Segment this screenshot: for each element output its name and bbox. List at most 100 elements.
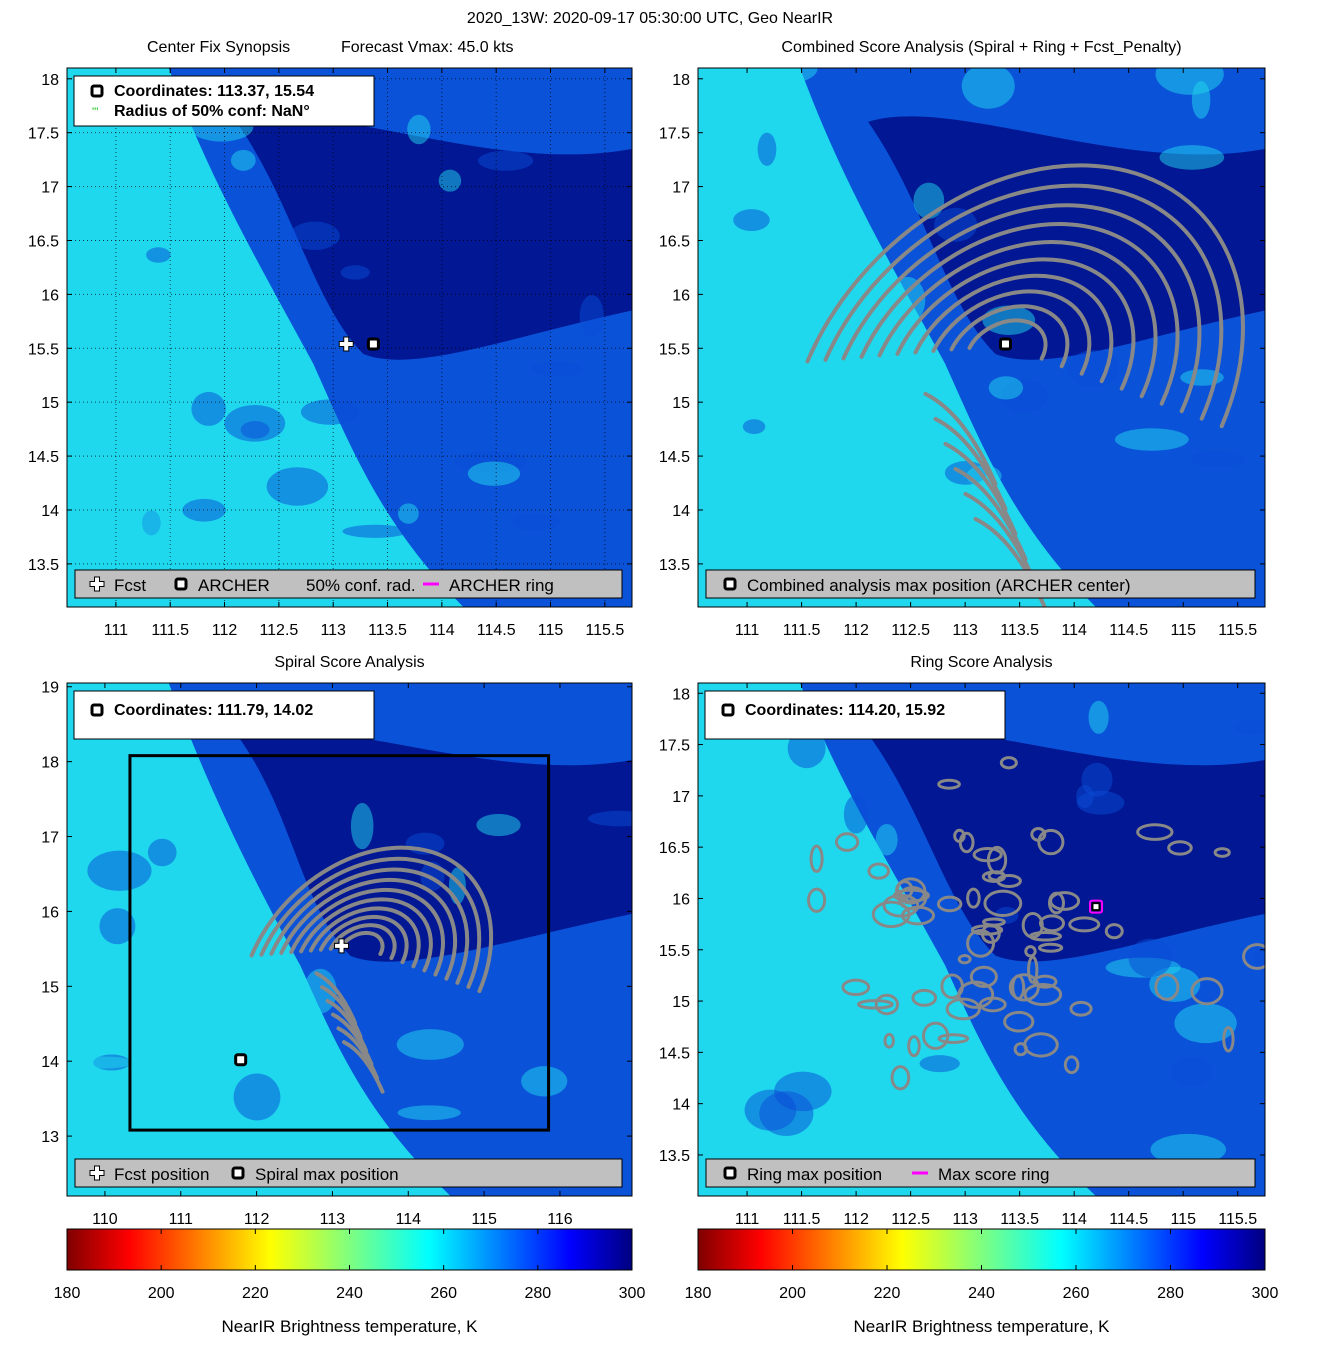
legend-box	[74, 569, 623, 599]
cloud-cell	[467, 461, 521, 486]
score-contour	[809, 844, 824, 873]
cloud-cell	[477, 150, 534, 171]
cloud-cell	[1170, 1057, 1212, 1087]
cloud-cell	[396, 1029, 464, 1060]
cloud-cell	[842, 1049, 886, 1077]
cloud-cell	[137, 147, 181, 186]
y-tick-label: 18	[672, 686, 690, 703]
cloud-cell	[1114, 428, 1189, 451]
imagery	[67, 68, 632, 607]
colorbar-tick-label: 220	[874, 1285, 901, 1302]
score-contour	[318, 914, 409, 965]
figure-title: 2020_13W: 2020-09-17 05:30:00 UTC, Geo N…	[467, 10, 833, 27]
score-contours	[249, 845, 494, 1094]
score-contour	[1154, 973, 1180, 1001]
y-tick-label: 16	[41, 904, 59, 921]
x-tick-label: 113	[952, 1211, 978, 1228]
panel-title: Combined Score Analysis (Spiral + Ring +…	[781, 39, 1181, 56]
score-contour	[982, 917, 1006, 927]
cloud-cell	[889, 276, 926, 324]
info-line: Coordinates: 114.20, 15.92	[745, 702, 945, 719]
x-tick-label: 115.5	[1218, 1211, 1257, 1228]
y-tick-label: 15	[672, 994, 690, 1011]
legend-label: 50% conf. rad.	[306, 576, 416, 595]
score-contour	[945, 997, 981, 1021]
y-tick-label: 17	[41, 180, 59, 197]
x-tick-label: 111	[104, 622, 128, 639]
cloud-cell	[233, 1073, 281, 1121]
cloud-cell	[698, 300, 734, 340]
cloud-cell	[147, 441, 172, 490]
y-tick-label: 14	[41, 1054, 59, 1071]
x-tick-label: 113.5	[368, 622, 407, 639]
imagery	[698, 68, 1265, 607]
legend-label: Ring max position	[747, 1165, 882, 1184]
y-tick-label: 15.5	[659, 943, 690, 960]
score-contour	[1136, 823, 1174, 841]
y-tick-label: 15.5	[28, 341, 59, 358]
y-tick-label: 16	[672, 891, 690, 908]
x-tick-label: 111	[735, 622, 759, 639]
panel-title: Ring Score Analysis	[910, 654, 1052, 671]
score-contour	[966, 887, 981, 909]
x-tick-label: 115	[1170, 622, 1196, 639]
score-contour	[874, 993, 900, 1016]
x-tick-label: 110	[92, 1211, 118, 1228]
cloud-cell	[748, 68, 818, 85]
cloud-cell	[407, 114, 431, 145]
x-tick-label: 114	[1061, 622, 1087, 639]
score-contour	[967, 318, 1048, 361]
score-contour	[936, 895, 963, 913]
score-contour	[807, 887, 827, 913]
score-contour	[279, 877, 458, 981]
colorbar-tick-label: 240	[968, 1285, 995, 1302]
panels: Center Fix Synopsis Forecast Vmax: 45.0 k…	[28, 39, 1266, 1228]
colorbar-1: 180 200 220 240 260 280 300 NearIR Brightness t…	[54, 1228, 646, 1336]
y-tick-label: 16.5	[659, 233, 690, 250]
legend-icon	[89, 576, 105, 592]
y-tick-label: 14	[672, 503, 690, 520]
cloud-cell	[191, 391, 226, 426]
cloud-cell	[182, 894, 254, 928]
score-contour	[937, 778, 961, 790]
cloud-cell	[1191, 450, 1246, 467]
cloud-cell	[1128, 938, 1173, 978]
y-tick-label: 16	[41, 287, 59, 304]
score-contour	[1037, 828, 1065, 856]
score-contour	[1003, 1010, 1035, 1033]
score-contour	[841, 203, 1202, 414]
info-icon: '''	[92, 106, 98, 118]
cloud-cell	[397, 1105, 461, 1121]
cloud-cell	[224, 404, 286, 442]
colorbar-tick-label: 180	[685, 1285, 712, 1302]
y-tick-label: 15	[41, 979, 59, 996]
colorbars: 180 200 220 240 260 280 300 NearIR Brightness t…	[54, 1228, 1278, 1336]
axes-frame	[66, 67, 633, 608]
cloud-cell	[110, 1016, 132, 1035]
x-tick-label: 114.5	[1109, 1211, 1148, 1228]
cloud-cell	[67, 1056, 135, 1069]
marker-square	[366, 337, 380, 351]
panel-title-right: Forecast Vmax: 45.0 kts	[341, 39, 514, 56]
score-contour	[931, 289, 1092, 376]
x-tick-label: 111	[735, 1211, 759, 1228]
info-icon	[90, 703, 104, 717]
cloud-cell	[187, 1026, 259, 1051]
score-contour	[966, 928, 996, 958]
y-tick-label: 13	[41, 1129, 59, 1146]
score-contour	[341, 1040, 385, 1094]
x-tick-label: 116	[547, 1211, 573, 1228]
cloud-cell	[1235, 719, 1265, 735]
colorbar-tick-label: 300	[619, 1285, 646, 1302]
score-contour	[1068, 916, 1101, 933]
score-contour	[943, 441, 1018, 536]
x-tick-label: 112	[212, 622, 238, 639]
cloud-cell	[1088, 700, 1109, 734]
cloud-cell	[934, 207, 978, 242]
score-contour	[259, 856, 482, 989]
y-tick-label: 18	[41, 72, 59, 89]
cloud-cell	[87, 850, 152, 891]
colorbar-tick-label: 260	[1063, 1285, 1090, 1302]
axes-frame	[66, 682, 633, 1197]
legend-icon	[723, 1166, 737, 1180]
